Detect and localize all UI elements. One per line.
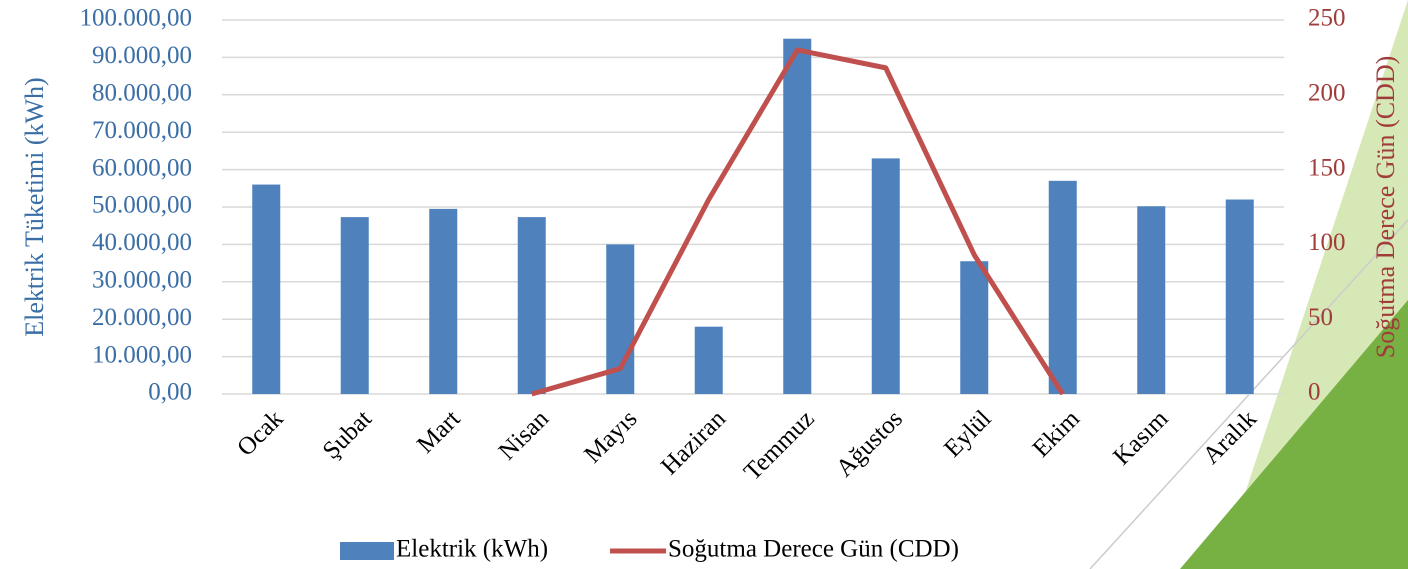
bar [517,217,546,394]
x-tick-label: Mayıs [579,405,642,468]
legend-label: Soğutma Derece Gün (CDD) [668,536,959,563]
y-tick-label: 30.000,00 [92,267,192,294]
y-tick-label: 70.000,00 [92,117,192,144]
bar [429,208,458,394]
y-tick-label: 90.000,00 [92,42,192,69]
bar [252,184,281,394]
x-tick-label: Ocak [232,405,289,462]
y-tick-label: 50.000,00 [92,192,192,219]
x-tick-label: Şubat [318,405,377,464]
x-tick-label: Mart [412,405,465,458]
x-tick-label: Nisan [494,405,555,466]
y-tick-label: 80.000,00 [92,80,192,107]
x-tick-label: Eylül [939,405,996,462]
y-tick-label: 10.000,00 [92,341,192,368]
y2-tick-label: 150 [1308,154,1346,181]
y2-tick-label: 0 [1308,379,1321,406]
x-tick-label: Kasım [1108,405,1174,471]
y-axis-title: Elektrik Tüketimi (kWh) [20,77,49,336]
y-tick-label: 60.000,00 [92,154,192,181]
bar [1225,199,1254,394]
bar [340,217,369,394]
y-tick-label: 100.000,00 [80,5,193,32]
y-tick-label: 0,00 [148,379,192,406]
y-tick-label: 20.000,00 [92,304,192,331]
plot: 0,00 10.000,00 20.000,00 30.000,00 40.000,00… [80,5,1346,563]
x-tick-label: Temmuz [739,405,820,486]
y2-tick-label: 50 [1308,304,1333,331]
bar [871,158,900,394]
decoration [1180,300,1408,569]
bar [783,38,812,394]
legend-label: Elektrik (kWh) [396,536,548,563]
bar [960,261,989,394]
x-tick-label: Haziran [656,405,731,480]
line [531,47,1065,397]
x-tick-label: Ekim [1028,405,1086,463]
y2-tick-label: 200 [1308,80,1346,107]
y2-tick-label: 100 [1308,229,1346,256]
bar [1137,206,1166,394]
bar [694,326,723,394]
y2-axis-title: Soğutma Derece Gün (CDD) [1371,56,1400,359]
bar [1048,180,1077,394]
y2-tick-label: 250 [1308,5,1346,32]
legend-swatch [340,542,394,560]
x-tick-label: Ağustos [831,405,908,482]
y-tick-label: 40.000,00 [92,229,192,256]
